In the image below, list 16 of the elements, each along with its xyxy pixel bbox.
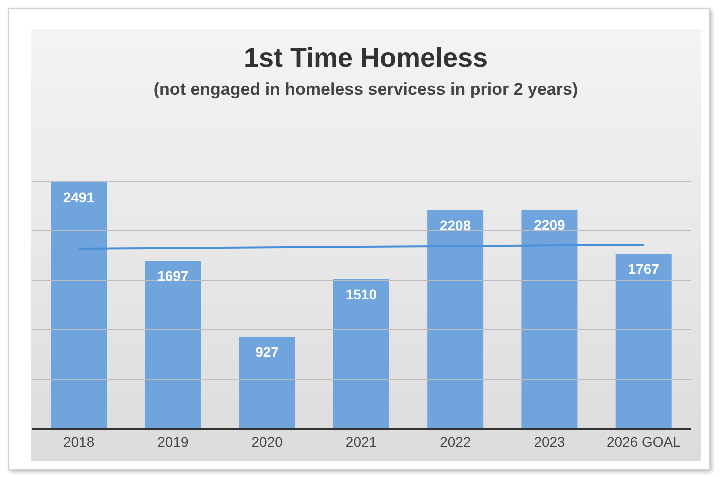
x-tick-label: 2020	[252, 434, 284, 450]
chart-subtitle: (not engaged in homeless servicess in prior 2 years)	[152, 80, 580, 100]
x-tick-label: 2026 GOAL	[606, 434, 682, 450]
x-tick-label: 2022	[440, 434, 472, 450]
x-tick-label: 2019	[158, 434, 189, 450]
data-label: 2209	[534, 217, 566, 234]
data-label: 927	[256, 344, 280, 360]
data-label: 2208	[440, 217, 472, 234]
data-label: 2491	[63, 189, 95, 206]
data-label: 1510	[346, 286, 378, 302]
x-tick-label: 2018	[63, 434, 95, 450]
data-label: 1767	[628, 261, 660, 278]
x-tick-label: 2021	[346, 434, 378, 450]
x-tick-label: 2023	[534, 434, 566, 450]
data-label: 1697	[158, 268, 189, 284]
chart-title: 1st Time Homeless	[242, 43, 490, 74]
